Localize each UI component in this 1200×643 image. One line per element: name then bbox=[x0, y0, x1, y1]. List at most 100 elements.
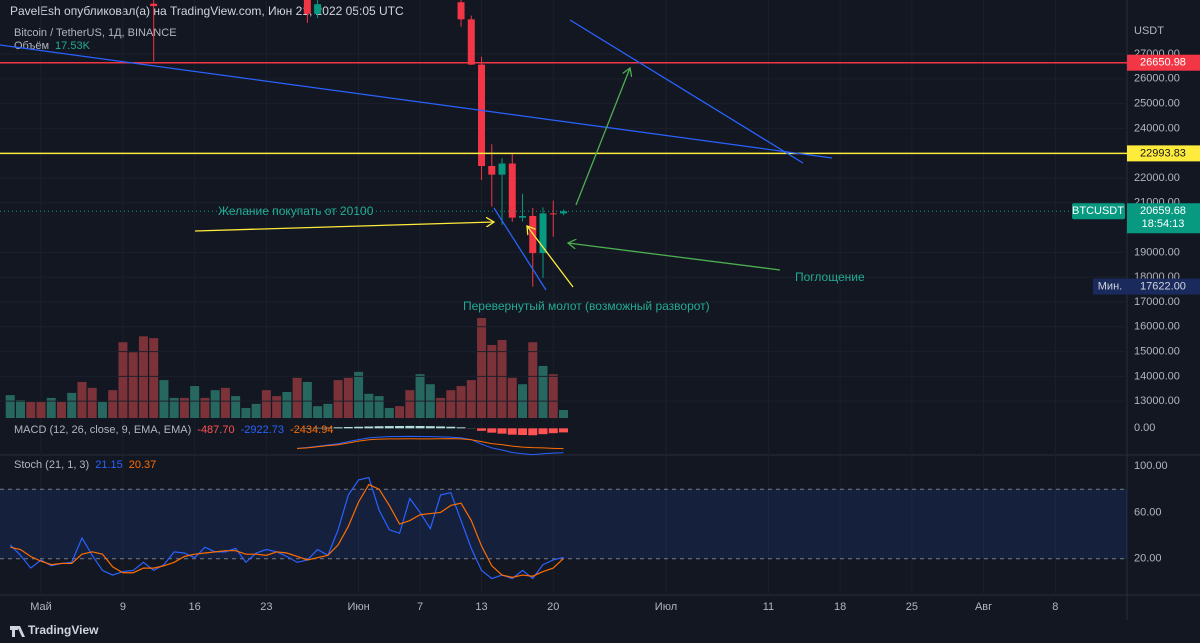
volume-bar bbox=[405, 390, 415, 418]
candle-body bbox=[508, 163, 516, 218]
arrow bbox=[194, 222, 494, 232]
volume-bar bbox=[220, 387, 230, 418]
volume-bar bbox=[323, 403, 333, 418]
countdown: 18:54:13 bbox=[1142, 218, 1185, 230]
volume-bar bbox=[261, 390, 271, 418]
volume-bar bbox=[210, 390, 220, 418]
legend-value: -487.70 bbox=[197, 424, 234, 436]
price-label-box bbox=[1127, 145, 1200, 162]
volume-bar bbox=[446, 390, 456, 418]
histogram-bar bbox=[333, 427, 343, 429]
volume-bar bbox=[364, 393, 374, 418]
volume-bar bbox=[5, 395, 15, 418]
candle-body bbox=[150, 3, 158, 7]
volume-bar bbox=[507, 377, 517, 418]
volume-bar bbox=[190, 386, 200, 418]
y-tick-label: 17000.00 bbox=[1134, 296, 1180, 308]
price-pane bbox=[150, 0, 567, 287]
volume-bar bbox=[159, 380, 169, 418]
candle-body bbox=[303, 0, 311, 14]
x-tick-label: 8 bbox=[1052, 601, 1058, 613]
volume-bar bbox=[97, 402, 107, 418]
volume-bar bbox=[46, 397, 56, 418]
histogram-bar bbox=[323, 427, 333, 429]
arrow bbox=[527, 226, 574, 288]
y-tick-label: 0.00 bbox=[1134, 422, 1155, 434]
volume-bar bbox=[384, 407, 394, 418]
x-tick-label: Июл bbox=[655, 601, 677, 613]
legend-title: MACD (12, 26, close, 9, EMA, EMA) bbox=[14, 424, 191, 436]
candle-body bbox=[498, 163, 506, 175]
histogram-bar bbox=[436, 426, 446, 429]
volume-bar bbox=[559, 409, 568, 418]
volume-bar bbox=[118, 342, 128, 418]
macd-line bbox=[297, 438, 564, 450]
volume-bar bbox=[179, 397, 189, 418]
volume-bar bbox=[477, 318, 487, 418]
trend-line bbox=[493, 207, 547, 291]
x-tick-label: 11 bbox=[763, 601, 774, 613]
min-label: 17622.00 bbox=[1140, 280, 1186, 292]
price-label: 26650.98 bbox=[1140, 57, 1186, 69]
histogram-bar bbox=[364, 426, 374, 429]
histogram-bar bbox=[354, 426, 364, 429]
stoch-line bbox=[10, 483, 564, 578]
annotation: Желание покупать от 20100 bbox=[218, 204, 374, 218]
annotation: Поглощение bbox=[795, 270, 865, 284]
last-price-label: 20659.68 bbox=[1140, 205, 1186, 217]
x-tick-label: 20 bbox=[547, 601, 559, 613]
y-tick-label: 19000.00 bbox=[1134, 246, 1180, 258]
volume-bar bbox=[108, 390, 118, 418]
y-tick-label: 14000.00 bbox=[1134, 370, 1180, 382]
volume-bar bbox=[395, 406, 405, 418]
legend: Объём 17.53K bbox=[14, 40, 91, 52]
y-tick-label: 16000.00 bbox=[1134, 321, 1180, 333]
volume-bar bbox=[200, 397, 210, 418]
x-tick-label: 18 bbox=[834, 601, 846, 613]
drawings: Желание покупать от 20100 Перевернутый м… bbox=[0, 19, 865, 313]
footer bbox=[0, 620, 1200, 643]
volume-bar bbox=[497, 339, 507, 418]
y-tick-label: 25000.00 bbox=[1134, 98, 1180, 110]
histogram-bar bbox=[559, 428, 568, 433]
candle-body bbox=[519, 216, 527, 218]
arrow bbox=[568, 243, 781, 271]
volume-bar bbox=[67, 392, 77, 418]
x-tick-label: 7 bbox=[417, 601, 423, 613]
histogram-bar bbox=[405, 425, 415, 429]
header: PavelEsh опубликовал(а) на TradingView.c… bbox=[10, 4, 404, 18]
histogram-bar bbox=[487, 428, 497, 433]
histogram-bar bbox=[497, 428, 507, 434]
volume-bar bbox=[487, 344, 497, 418]
volume-bar bbox=[313, 406, 323, 418]
candle-body bbox=[549, 213, 557, 215]
histogram-bar bbox=[518, 428, 528, 435]
volume-bar bbox=[138, 336, 148, 418]
legend-value: -2922.73 bbox=[241, 424, 284, 436]
volume-bar bbox=[292, 377, 302, 418]
last-price-box bbox=[1127, 203, 1200, 234]
x-tick-label: 25 bbox=[906, 601, 918, 613]
histogram-bar bbox=[343, 427, 353, 429]
volume-bar bbox=[128, 352, 138, 418]
brand: TradingView bbox=[28, 623, 99, 637]
x-tick-label: Май bbox=[30, 601, 52, 613]
volume-bar bbox=[87, 387, 97, 418]
y-tick-label: 26000.00 bbox=[1134, 73, 1180, 85]
volume-bar bbox=[354, 371, 364, 418]
histogram-bar bbox=[313, 427, 323, 429]
y-tick-label: 24000.00 bbox=[1134, 122, 1180, 134]
histogram-bar bbox=[395, 426, 405, 429]
price-unit: USDT bbox=[1134, 25, 1164, 37]
volume-bar bbox=[548, 374, 558, 418]
histogram-bar bbox=[548, 428, 558, 434]
histogram-bar bbox=[477, 428, 487, 431]
volume-bar bbox=[251, 403, 261, 418]
legend-value: 17.53K bbox=[55, 40, 91, 52]
y-tick-label: 13000.00 bbox=[1134, 395, 1180, 407]
volume-bar bbox=[282, 391, 292, 418]
legend-name: Объём bbox=[14, 40, 49, 52]
trend-line bbox=[0, 44, 833, 159]
volume-bar bbox=[456, 386, 466, 418]
